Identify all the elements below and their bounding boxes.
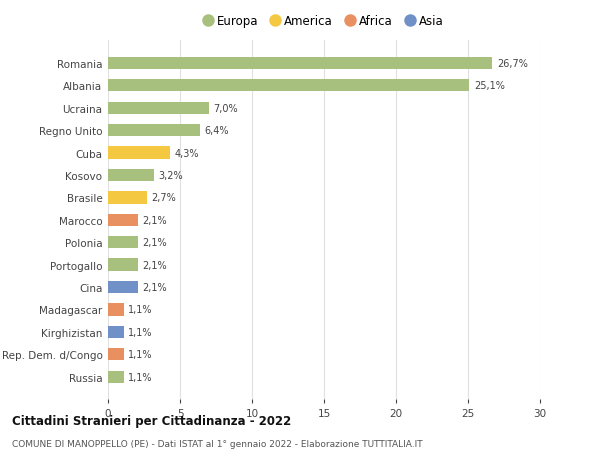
Text: 2,1%: 2,1% [143,260,167,270]
Bar [108,281,138,294]
Text: 1,1%: 1,1% [128,350,152,359]
Text: COMUNE DI MANOPPELLO (PE) - Dati ISTAT al 1° gennaio 2022 - Elaborazione TUTTITA: COMUNE DI MANOPPELLO (PE) - Dati ISTAT a… [12,439,422,448]
Text: 4,3%: 4,3% [174,148,199,158]
Text: 1,1%: 1,1% [128,305,152,315]
Bar [108,192,147,204]
Bar [108,236,138,249]
Bar [108,57,493,70]
Text: 6,4%: 6,4% [205,126,229,136]
Text: 2,1%: 2,1% [143,282,167,292]
Text: 25,1%: 25,1% [474,81,505,91]
Text: 7,0%: 7,0% [213,103,238,113]
Text: Cittadini Stranieri per Cittadinanza - 2022: Cittadini Stranieri per Cittadinanza - 2… [12,414,291,428]
Text: 1,1%: 1,1% [128,327,152,337]
Bar [108,147,170,159]
Bar [108,304,124,316]
Bar [108,259,138,271]
Text: 1,1%: 1,1% [128,372,152,382]
Text: 26,7%: 26,7% [497,59,527,69]
Bar [108,348,124,361]
Bar [108,125,200,137]
Text: 2,1%: 2,1% [143,238,167,248]
Bar [108,214,138,226]
Bar [108,371,124,383]
Text: 2,7%: 2,7% [151,193,176,203]
Bar [108,80,469,92]
Bar [108,102,209,115]
Text: 2,1%: 2,1% [143,215,167,225]
Legend: Europa, America, Africa, Asia: Europa, America, Africa, Asia [205,15,443,28]
Text: 3,2%: 3,2% [158,171,183,180]
Bar [108,326,124,338]
Bar [108,169,154,182]
